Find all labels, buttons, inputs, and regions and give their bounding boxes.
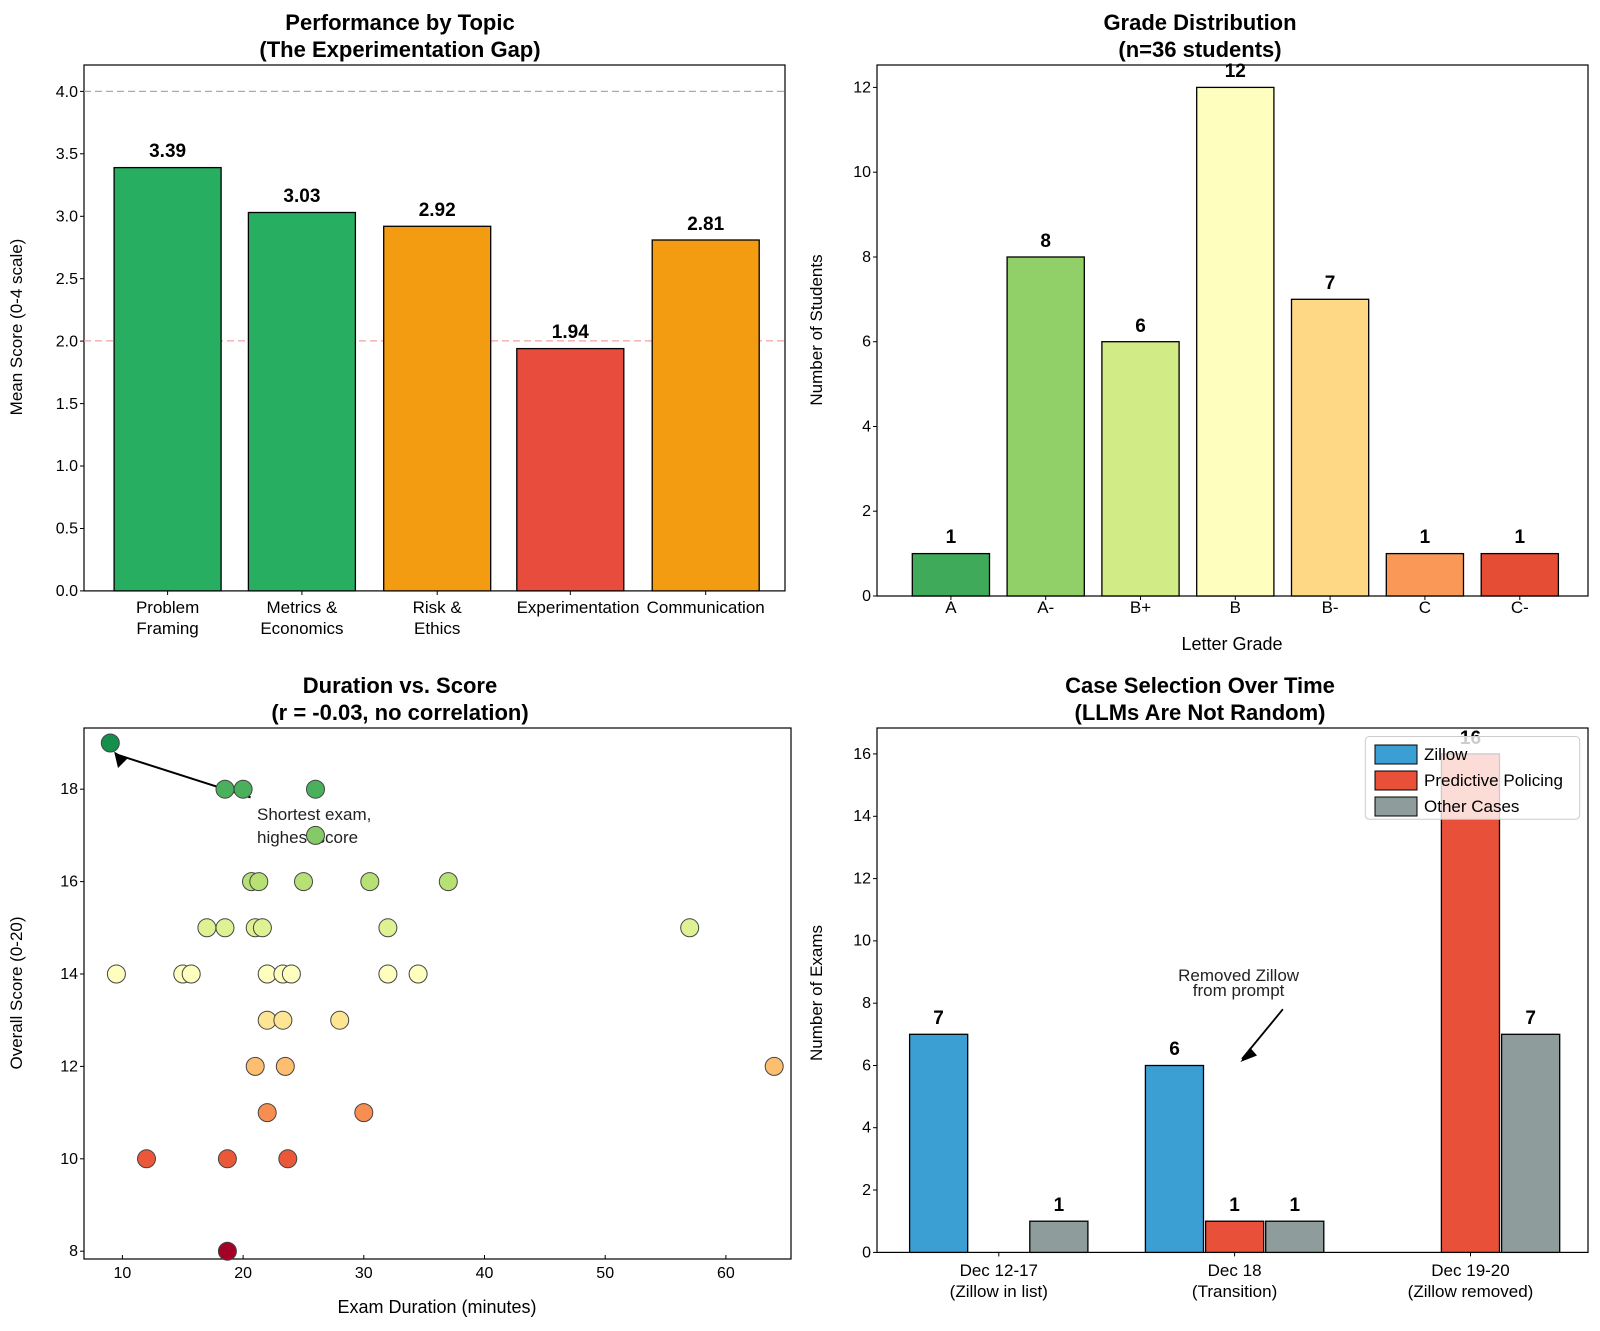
svg-text:Shortest exam,: Shortest exam, (257, 805, 371, 824)
svg-text:Other Cases: Other Cases (1424, 797, 1519, 816)
svg-text:C: C (1419, 598, 1431, 617)
svg-text:3.0: 3.0 (56, 209, 78, 226)
svg-text:16: 16 (853, 746, 871, 763)
svg-text:10: 10 (60, 1151, 78, 1168)
svg-text:50: 50 (596, 1265, 614, 1282)
svg-text:Problem: Problem (136, 598, 199, 617)
svg-text:Letter Grade: Letter Grade (1181, 634, 1282, 654)
svg-text:A: A (945, 598, 957, 617)
svg-text:16: 16 (60, 874, 78, 891)
svg-text:1: 1 (1229, 1195, 1240, 1216)
svg-text:6: 6 (862, 1057, 871, 1074)
svg-text:1: 1 (1054, 1195, 1065, 1216)
svg-text:8: 8 (862, 995, 871, 1012)
svg-text:Framing: Framing (136, 619, 198, 638)
svg-text:8: 8 (862, 249, 871, 266)
svg-text:Ethics: Ethics (414, 619, 460, 638)
svg-text:60: 60 (717, 1265, 735, 1282)
svg-text:3.03: 3.03 (283, 186, 320, 207)
svg-text:2: 2 (862, 503, 871, 520)
svg-text:40: 40 (476, 1265, 494, 1282)
svg-text:Communication: Communication (647, 598, 765, 617)
svg-text:2: 2 (862, 1182, 871, 1199)
svg-text:2.92: 2.92 (419, 200, 456, 221)
svg-text:Risk &: Risk & (413, 598, 463, 617)
svg-text:4: 4 (862, 419, 871, 436)
svg-text:12: 12 (1225, 61, 1246, 82)
svg-text:10: 10 (853, 164, 871, 181)
svg-text:3.39: 3.39 (149, 141, 186, 162)
svg-text:1.0: 1.0 (56, 458, 78, 475)
svg-text:2.0: 2.0 (56, 333, 78, 350)
svg-text:18: 18 (60, 781, 78, 798)
svg-text:Economics: Economics (260, 619, 343, 638)
svg-text:(LLMs Are Not Random): (LLMs Are Not Random) (1075, 700, 1326, 725)
svg-text:B+: B+ (1130, 598, 1151, 617)
svg-text:A-: A- (1037, 598, 1054, 617)
svg-text:0: 0 (862, 1244, 871, 1261)
svg-text:1.5: 1.5 (56, 396, 78, 413)
svg-text:(Transition): (Transition) (1192, 1282, 1277, 1301)
svg-text:10: 10 (853, 933, 871, 950)
svg-text:4: 4 (862, 1120, 871, 1137)
svg-text:Zillow: Zillow (1424, 745, 1468, 764)
svg-text:Grade Distribution: Grade Distribution (1103, 10, 1296, 35)
svg-text:C-: C- (1511, 598, 1529, 617)
svg-text:1.94: 1.94 (552, 322, 589, 343)
svg-text:Predictive Policing: Predictive Policing (1424, 771, 1563, 790)
svg-text:Case Selection Over Time: Case Selection Over Time (1065, 673, 1335, 698)
svg-text:Metrics &: Metrics & (266, 598, 338, 617)
svg-text:6: 6 (862, 334, 871, 351)
svg-text:14: 14 (853, 808, 871, 825)
svg-text:6: 6 (1169, 1039, 1180, 1060)
svg-text:1: 1 (946, 527, 957, 548)
svg-text:6: 6 (1135, 316, 1146, 337)
svg-text:(n=36 students): (n=36 students) (1118, 37, 1281, 62)
svg-text:7: 7 (1525, 1008, 1536, 1029)
svg-text:Number of Students: Number of Students (807, 254, 826, 405)
svg-text:Overall Score (0-20): Overall Score (0-20) (7, 916, 26, 1069)
svg-text:Dec 18: Dec 18 (1208, 1261, 1262, 1280)
svg-text:0.5: 0.5 (56, 521, 78, 538)
svg-text:12: 12 (853, 870, 871, 887)
svg-text:(Zillow removed): (Zillow removed) (1408, 1282, 1534, 1301)
svg-text:12: 12 (60, 1058, 78, 1075)
svg-text:Dec 12-17: Dec 12-17 (960, 1261, 1038, 1280)
svg-text:Duration vs. Score: Duration vs. Score (303, 673, 497, 698)
svg-text:Performance by Topic: Performance by Topic (285, 10, 514, 35)
svg-text:1: 1 (1515, 527, 1526, 548)
svg-text:10: 10 (114, 1265, 132, 1282)
svg-text:0: 0 (862, 588, 871, 605)
svg-text:1: 1 (1290, 1195, 1301, 1216)
svg-text:8: 8 (69, 1243, 78, 1260)
svg-text:20: 20 (234, 1265, 252, 1282)
svg-text:from prompt: from prompt (1193, 981, 1285, 1000)
svg-text:Experimentation: Experimentation (517, 598, 640, 617)
svg-text:B: B (1230, 598, 1241, 617)
svg-text:Dec 19-20: Dec 19-20 (1431, 1261, 1509, 1280)
svg-text:Mean Score (0-4 scale): Mean Score (0-4 scale) (7, 239, 26, 416)
svg-text:2.5: 2.5 (56, 271, 78, 288)
svg-text:2.81: 2.81 (687, 214, 724, 235)
svg-text:7: 7 (933, 1008, 944, 1029)
svg-text:3.5: 3.5 (56, 146, 78, 163)
svg-text:(Zillow in list): (Zillow in list) (950, 1282, 1048, 1301)
svg-text:7: 7 (1325, 273, 1336, 294)
svg-text:Number of Exams: Number of Exams (807, 925, 826, 1061)
svg-text:30: 30 (355, 1265, 373, 1282)
svg-text:(r = -0.03, no correlation): (r = -0.03, no correlation) (271, 700, 528, 725)
svg-text:Exam Duration (minutes): Exam Duration (minutes) (337, 1297, 536, 1317)
svg-text:8: 8 (1040, 231, 1051, 252)
svg-text:1: 1 (1420, 527, 1431, 548)
svg-text:B-: B- (1322, 598, 1339, 617)
svg-text:0.0: 0.0 (56, 583, 78, 600)
svg-text:4.0: 4.0 (56, 84, 78, 101)
svg-text:(The Experimentation Gap): (The Experimentation Gap) (259, 37, 540, 62)
svg-text:14: 14 (60, 966, 78, 983)
svg-text:12: 12 (853, 79, 871, 96)
